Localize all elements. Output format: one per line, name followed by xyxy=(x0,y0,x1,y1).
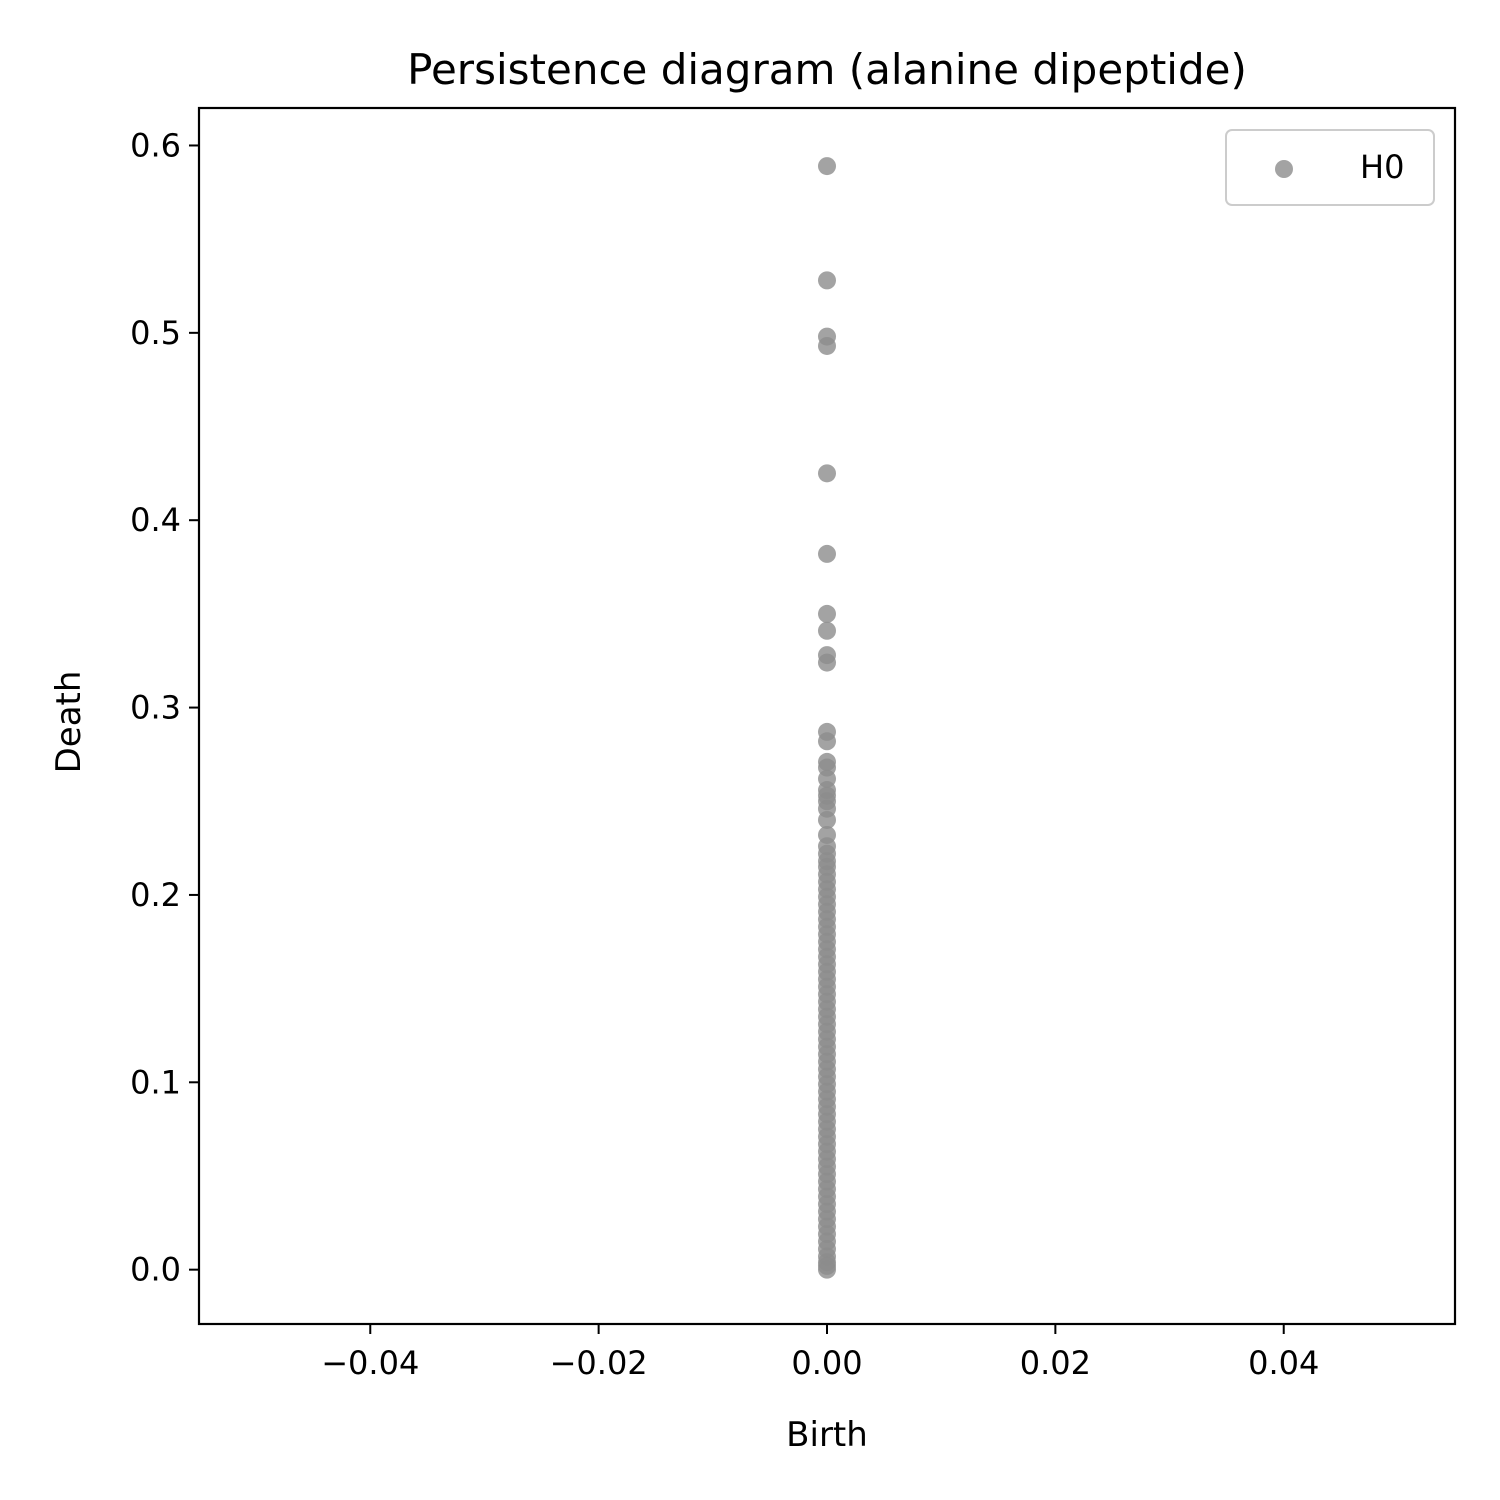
data-point-h0-79 xyxy=(818,1260,836,1279)
data-point-h0-6 xyxy=(818,604,836,623)
y-tick-label: 0.0 xyxy=(130,1251,181,1289)
y-tick-label: 0.2 xyxy=(130,876,181,914)
y-tick-label: 0.4 xyxy=(130,501,181,539)
data-point-h0-7 xyxy=(818,621,836,640)
y-tick-label: 0.1 xyxy=(130,1063,181,1101)
points-layer xyxy=(818,157,836,1279)
x-tick-label: 0.00 xyxy=(791,1344,862,1382)
y-axis-label: Death xyxy=(49,671,89,774)
data-point-h0-19 xyxy=(818,810,836,829)
data-point-h0-4 xyxy=(818,464,836,483)
data-point-h0-3 xyxy=(818,336,836,355)
data-point-h0-9 xyxy=(818,653,836,672)
x-tick-label: −0.02 xyxy=(550,1344,648,1382)
x-tick-label: 0.02 xyxy=(1020,1344,1091,1382)
x-axis: −0.04 −0.02 0.00 0.02 0.04 xyxy=(321,1324,1319,1382)
data-point-h0-5 xyxy=(818,544,836,563)
legend-box xyxy=(1225,129,1435,206)
x-tick-label: 0.04 xyxy=(1248,1344,1319,1382)
legend: H0 xyxy=(1225,129,1435,206)
y-axis: 0.0 0.1 0.2 0.3 0.4 0.5 0.6 xyxy=(130,126,199,1289)
x-axis-label: Birth xyxy=(786,1415,868,1455)
data-point-h0-0 xyxy=(818,157,836,176)
y-tick-label: 0.6 xyxy=(130,126,181,164)
data-point-h0-11 xyxy=(818,732,836,751)
legend-label-h0: H0 xyxy=(1360,148,1404,186)
chart-title: Persistence diagram (alanine dipeptide) xyxy=(407,45,1247,94)
data-point-h0-1 xyxy=(818,271,836,290)
x-tick-label: −0.04 xyxy=(321,1344,419,1382)
y-tick-label: 0.3 xyxy=(130,689,181,727)
y-tick-label: 0.5 xyxy=(130,314,181,352)
legend-marker-h0 xyxy=(1275,160,1293,178)
